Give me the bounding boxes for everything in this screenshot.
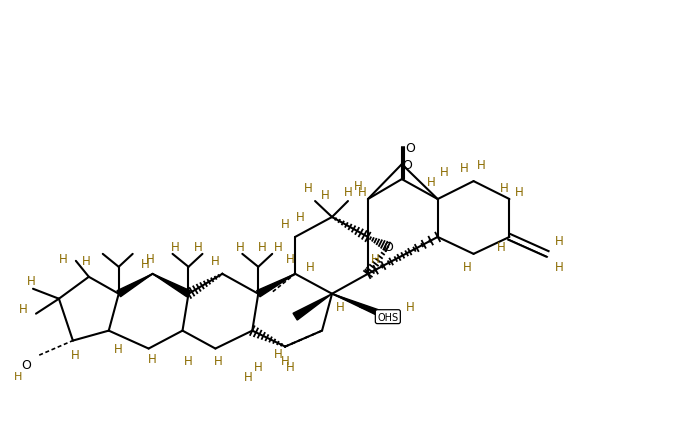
Text: O: O	[383, 241, 393, 254]
Text: H: H	[500, 181, 509, 194]
Text: H: H	[274, 241, 283, 254]
Text: H: H	[296, 211, 304, 224]
Text: H: H	[146, 253, 155, 266]
Text: H: H	[211, 255, 220, 268]
Text: H: H	[184, 354, 193, 367]
Polygon shape	[257, 274, 295, 297]
Text: H: H	[281, 218, 289, 231]
Text: H: H	[194, 241, 203, 254]
Text: O: O	[405, 141, 415, 154]
Text: H: H	[497, 241, 506, 254]
Text: H: H	[236, 241, 244, 254]
Text: H: H	[441, 165, 449, 178]
Text: H: H	[14, 371, 22, 382]
Text: H: H	[274, 347, 283, 360]
Text: H: H	[321, 188, 330, 201]
Text: H: H	[258, 241, 267, 254]
Text: H: H	[114, 342, 123, 355]
Text: H: H	[358, 185, 366, 198]
Text: H: H	[244, 370, 253, 383]
Polygon shape	[293, 294, 332, 320]
Text: H: H	[281, 354, 289, 367]
Text: H: H	[427, 175, 436, 188]
Text: H: H	[214, 354, 223, 367]
Text: H: H	[460, 161, 469, 174]
Text: H: H	[59, 253, 67, 266]
Text: H: H	[304, 181, 313, 194]
Text: H: H	[555, 261, 564, 273]
Text: H: H	[171, 241, 180, 254]
Text: H: H	[353, 179, 362, 192]
Text: H: H	[18, 302, 27, 315]
Text: OHS: OHS	[377, 312, 398, 322]
Text: H: H	[405, 300, 414, 314]
Polygon shape	[117, 274, 153, 297]
Text: H: H	[463, 261, 472, 273]
Polygon shape	[332, 294, 389, 320]
Text: H: H	[555, 235, 564, 248]
Text: O: O	[402, 158, 412, 171]
Text: H: H	[286, 253, 295, 266]
Text: O: O	[21, 358, 31, 371]
Text: H: H	[477, 158, 486, 171]
Text: H: H	[82, 255, 90, 268]
Text: H: H	[27, 275, 35, 288]
Text: H: H	[148, 352, 157, 365]
Text: H: H	[141, 258, 150, 271]
Text: H: H	[71, 348, 79, 361]
Text: H: H	[515, 185, 524, 198]
Text: H: H	[370, 253, 379, 266]
Polygon shape	[153, 274, 190, 297]
Text: H: H	[344, 185, 352, 198]
Text: H: H	[286, 360, 295, 373]
Text: H: H	[336, 300, 345, 314]
Text: H: H	[306, 261, 315, 273]
Text: H: H	[254, 360, 263, 373]
